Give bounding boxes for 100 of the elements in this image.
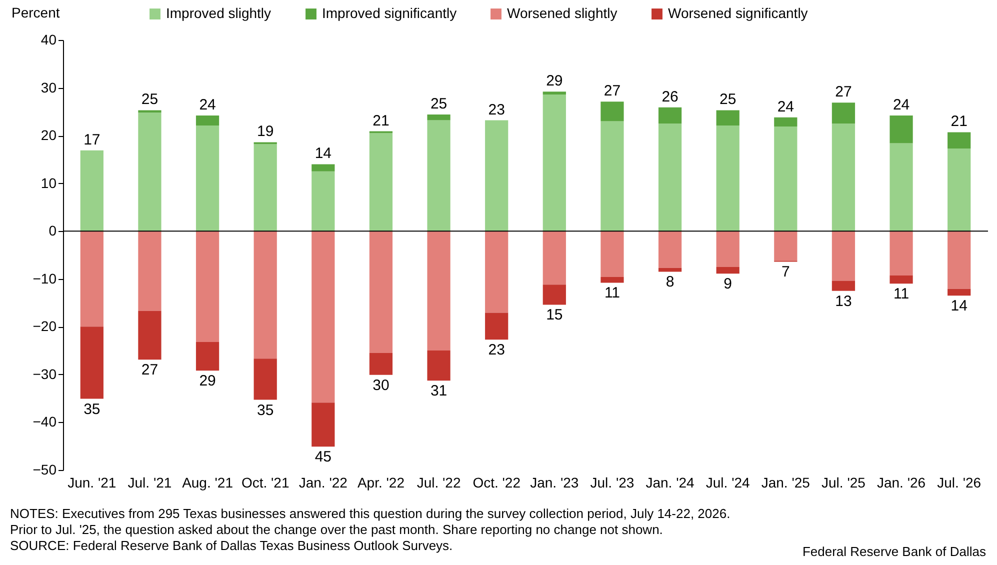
text: 27 [604, 82, 621, 100]
bar [832, 280, 856, 291]
text: 25 [141, 91, 158, 108]
bar [138, 110, 162, 113]
bar [427, 231, 450, 351]
bar [138, 310, 162, 360]
bar [658, 268, 682, 272]
bar [658, 231, 682, 268]
bar [542, 284, 566, 305]
bar [832, 102, 856, 124]
text: 35 [257, 402, 274, 419]
bar [196, 342, 220, 371]
bar [254, 358, 277, 400]
bar [658, 124, 682, 232]
x-tick-label: Jan. '23 [530, 474, 579, 490]
text: 9 [724, 276, 732, 293]
text: Federal Reserve Bank of Dallas [802, 544, 986, 559]
x-tick-label: Aug. '21 [182, 474, 234, 490]
text: 25 [430, 96, 448, 113]
bar [485, 231, 508, 313]
bar [890, 115, 913, 144]
x-tick-label: Jan. '22 [298, 474, 348, 490]
bar [600, 231, 624, 277]
bar [312, 402, 335, 447]
bar [542, 231, 566, 285]
text: 7 [781, 264, 790, 281]
text: 23 [488, 342, 505, 359]
bar [254, 144, 277, 232]
x-tick-label: Oct. '22 [472, 474, 521, 490]
bar [254, 231, 277, 359]
bar [427, 350, 450, 381]
source-note: SOURCE: Federal Reserve Bank of Dallas Texas Business Outlook Surveys. [10, 538, 453, 553]
bar [196, 115, 220, 126]
text: 14 [950, 298, 968, 315]
text: 14 [314, 145, 332, 162]
x-tick-label: Jan. '26 [876, 474, 926, 490]
text: 29 [199, 372, 216, 390]
text: 27 [141, 362, 158, 379]
bar [369, 231, 393, 353]
x-tick-label: Jul. '22 [416, 474, 461, 490]
x-tick-label: Jan. '25 [761, 474, 810, 490]
bar [948, 288, 971, 296]
bar [138, 231, 162, 311]
x-tick-label: Jul. '26 [937, 474, 982, 490]
bar [427, 120, 450, 232]
text: 19 [257, 123, 274, 140]
text: 26 [662, 88, 678, 106]
legend-label: Worsened significantly [668, 5, 808, 21]
bar [832, 231, 856, 281]
text: 45 [314, 448, 332, 466]
bar [716, 126, 740, 232]
text: 31 [430, 382, 448, 400]
y-tick-label: 10 [40, 174, 57, 191]
text: 13 [835, 292, 852, 310]
text: 24 [777, 98, 794, 116]
bar [196, 231, 220, 342]
bar [312, 171, 335, 232]
y-tick-label: 20 [40, 127, 57, 144]
bar [716, 110, 740, 126]
y-tick-label: 0 [48, 222, 57, 239]
bar [716, 231, 740, 267]
text: 8 [666, 274, 674, 291]
bar [658, 107, 682, 124]
text: 17 [84, 131, 100, 148]
y-tick-label: −40 [32, 414, 57, 430]
text: 24 [199, 96, 216, 114]
bar [600, 121, 624, 232]
text: 11 [893, 286, 910, 303]
legend-label: Worsened slightly [507, 5, 618, 21]
y-tick-label: −30 [32, 366, 57, 382]
y-tick-label: −50 [32, 462, 57, 478]
x-tick-label: Apr. '22 [357, 474, 405, 490]
bar [138, 112, 162, 232]
text: 21 [950, 113, 968, 130]
text: 21 [372, 112, 390, 130]
text: 27 [835, 84, 852, 101]
bar [485, 120, 508, 232]
y-axis-title: Percent [12, 4, 60, 20]
bar [716, 266, 740, 274]
bar [427, 114, 450, 120]
bar [890, 143, 913, 232]
legend-label: Improved slightly [166, 5, 272, 21]
bar [80, 150, 104, 232]
bar [890, 231, 913, 276]
x-tick-label: Jun. '21 [68, 474, 116, 490]
bar [600, 102, 624, 122]
bar [948, 231, 971, 289]
text: 15 [546, 306, 563, 324]
y-tick-label: 30 [40, 79, 57, 96]
bar [369, 352, 393, 375]
bar [832, 124, 856, 232]
bar [369, 133, 393, 232]
bar [890, 276, 913, 284]
bar [542, 94, 566, 232]
x-tick-label: Oct. '21 [241, 474, 290, 490]
bar [312, 164, 335, 172]
bar [948, 132, 971, 148]
x-tick-label: Jul. '23 [590, 474, 634, 490]
y-tick-label: 40 [40, 32, 57, 48]
bar [80, 231, 104, 327]
